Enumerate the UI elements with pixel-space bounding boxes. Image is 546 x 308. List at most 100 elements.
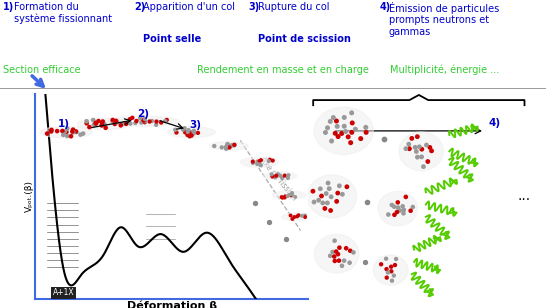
- Point: [79, 131, 87, 136]
- Point: [332, 119, 341, 124]
- Point: [390, 204, 399, 209]
- Text: 3): 3): [248, 2, 260, 11]
- Point: [280, 195, 289, 200]
- Ellipse shape: [282, 213, 313, 221]
- Point: [72, 130, 81, 135]
- Point: [291, 194, 300, 199]
- Point: [413, 155, 422, 160]
- Point: [340, 258, 348, 263]
- Point: [145, 119, 154, 124]
- Point: [334, 191, 342, 196]
- Point: [85, 125, 94, 130]
- Point: [298, 213, 306, 218]
- Point: [349, 250, 358, 255]
- Point: [113, 120, 122, 125]
- Point: [342, 184, 351, 189]
- Point: [222, 144, 230, 149]
- Point: [139, 118, 148, 123]
- Point: [172, 130, 181, 135]
- Point: [269, 158, 277, 163]
- Point: [251, 201, 259, 206]
- Point: [348, 120, 357, 125]
- Point: [257, 158, 265, 163]
- Point: [363, 200, 371, 205]
- Point: [264, 159, 273, 164]
- Point: [141, 119, 150, 124]
- Point: [332, 249, 341, 254]
- X-axis label: Déformation β: Déformation β: [127, 300, 217, 308]
- Point: [98, 120, 106, 125]
- Point: [47, 128, 56, 132]
- Point: [388, 278, 396, 283]
- Point: [132, 119, 141, 124]
- Ellipse shape: [78, 118, 130, 130]
- Point: [277, 195, 286, 200]
- Point: [184, 128, 193, 133]
- Point: [248, 160, 257, 165]
- Point: [334, 252, 342, 257]
- Point: [223, 142, 232, 147]
- Point: [401, 146, 410, 151]
- Point: [47, 129, 56, 134]
- Point: [327, 208, 335, 213]
- Text: Axe de fission: Axe de fission: [257, 155, 298, 202]
- Point: [330, 258, 339, 263]
- Point: [276, 173, 285, 178]
- Point: [223, 142, 232, 147]
- Point: [185, 131, 194, 136]
- Point: [274, 172, 282, 177]
- Text: ...: ...: [518, 189, 531, 203]
- Point: [317, 193, 326, 198]
- Point: [187, 130, 196, 135]
- Point: [338, 192, 347, 197]
- Text: Rupture du col: Rupture du col: [258, 2, 329, 11]
- Point: [418, 147, 426, 152]
- Point: [405, 142, 413, 147]
- Point: [248, 159, 257, 164]
- Point: [337, 263, 346, 268]
- Point: [253, 159, 262, 164]
- Point: [301, 213, 310, 218]
- Point: [255, 159, 264, 164]
- Point: [287, 193, 295, 198]
- Point: [362, 130, 371, 135]
- Point: [59, 132, 68, 137]
- Point: [98, 119, 107, 124]
- Point: [102, 125, 110, 130]
- Point: [391, 257, 400, 261]
- Point: [323, 125, 332, 130]
- Point: [390, 263, 399, 268]
- Point: [189, 128, 198, 133]
- Point: [337, 131, 346, 136]
- Point: [405, 146, 414, 151]
- Text: A+1X: A+1X: [53, 288, 75, 298]
- Point: [412, 149, 421, 154]
- Point: [323, 201, 332, 205]
- Ellipse shape: [240, 157, 278, 167]
- Point: [401, 194, 410, 199]
- Point: [427, 148, 436, 153]
- Point: [281, 173, 289, 178]
- Point: [422, 143, 431, 148]
- Point: [340, 124, 348, 129]
- Point: [128, 115, 136, 120]
- Point: [389, 273, 398, 278]
- Point: [288, 217, 296, 221]
- Point: [408, 205, 417, 209]
- Point: [108, 119, 117, 124]
- Point: [193, 130, 202, 135]
- Point: [228, 143, 236, 148]
- Point: [286, 213, 295, 218]
- Text: 2): 2): [134, 2, 145, 11]
- Point: [342, 246, 351, 251]
- Point: [110, 121, 119, 126]
- Point: [97, 123, 106, 128]
- Point: [264, 220, 273, 225]
- Ellipse shape: [314, 107, 373, 155]
- Text: 4): 4): [489, 118, 501, 128]
- Point: [157, 120, 165, 125]
- Point: [230, 143, 239, 148]
- Text: Multiplicité, énergie ...: Multiplicité, énergie ...: [390, 65, 500, 75]
- Point: [340, 115, 348, 120]
- Point: [394, 200, 402, 205]
